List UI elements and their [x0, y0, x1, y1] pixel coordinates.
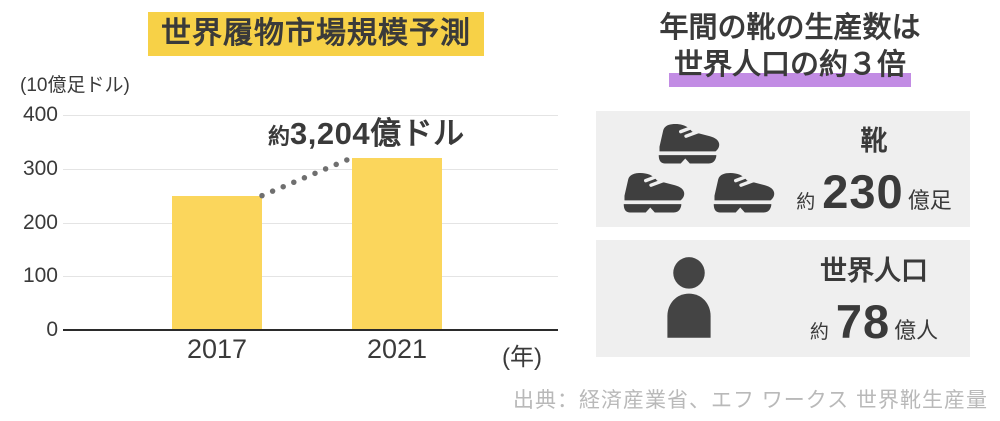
- population-unit: 億人: [894, 317, 939, 343]
- shoes-value: 230: [822, 165, 904, 218]
- bar-2021: [352, 157, 442, 330]
- right-heading: 年間の靴の生産数は 世界人口の約３倍: [600, 10, 980, 87]
- y-tick-100: 100: [22, 264, 58, 287]
- boot-icon: [658, 124, 720, 164]
- source-citation: 出典：経済産業省、エフ ワークス 世界靴生産量: [512, 389, 988, 412]
- gridline-400: [63, 115, 558, 116]
- boot-icon: [713, 173, 775, 213]
- population-card-text: 世界人口 約 78 億人: [784, 240, 964, 357]
- shoes-label: 靴: [860, 126, 888, 156]
- gridline-200: [63, 222, 558, 224]
- chart-title: 世界履物市場規模予測: [148, 12, 484, 56]
- right-heading-line2-highlighted: 世界人口の約３倍: [668, 47, 912, 87]
- x-label-2021: 2021: [366, 334, 428, 364]
- y-axis-unit-label: (10億足ドル): [20, 75, 130, 96]
- plot-area: [63, 115, 558, 331]
- bar-2017: [172, 195, 262, 330]
- dotted-trend-line: [259, 155, 355, 199]
- y-tick-300: 300: [22, 157, 58, 180]
- right-heading-line1: 年間の靴の生産数は: [659, 12, 921, 44]
- y-tick-200: 200: [22, 211, 58, 234]
- population-label: 世界人口: [820, 255, 928, 286]
- population-approx: 約: [809, 321, 829, 343]
- x-axis-suffix: (年): [502, 344, 542, 371]
- shoes-count: 約 230 億足: [796, 164, 951, 219]
- shoes-card-text: 靴 約 230 億足: [784, 111, 964, 227]
- population-card: 世界人口 約 78 億人: [596, 240, 970, 357]
- shoes-unit: 億足: [907, 188, 952, 213]
- boot-icon: [623, 173, 685, 213]
- population-count: 約 78 億人: [810, 294, 938, 349]
- gridline-100: [63, 276, 558, 278]
- y-tick-0: 0: [46, 318, 58, 341]
- x-axis-line: [63, 329, 558, 331]
- gridline-300: [63, 168, 558, 170]
- shoes-approx: 約: [796, 192, 816, 213]
- y-tick-400: 400: [22, 103, 58, 126]
- population-value: 78: [835, 294, 891, 348]
- person-icon: [667, 257, 711, 338]
- x-label-2017: 2017: [186, 334, 248, 364]
- shoes-card: 靴 約 230 億足: [596, 111, 970, 227]
- annotation-approx: 約: [268, 124, 291, 149]
- value-annotation: 約3,204億ドル: [268, 108, 465, 153]
- annotation-value: 3,204億ドル: [290, 116, 465, 151]
